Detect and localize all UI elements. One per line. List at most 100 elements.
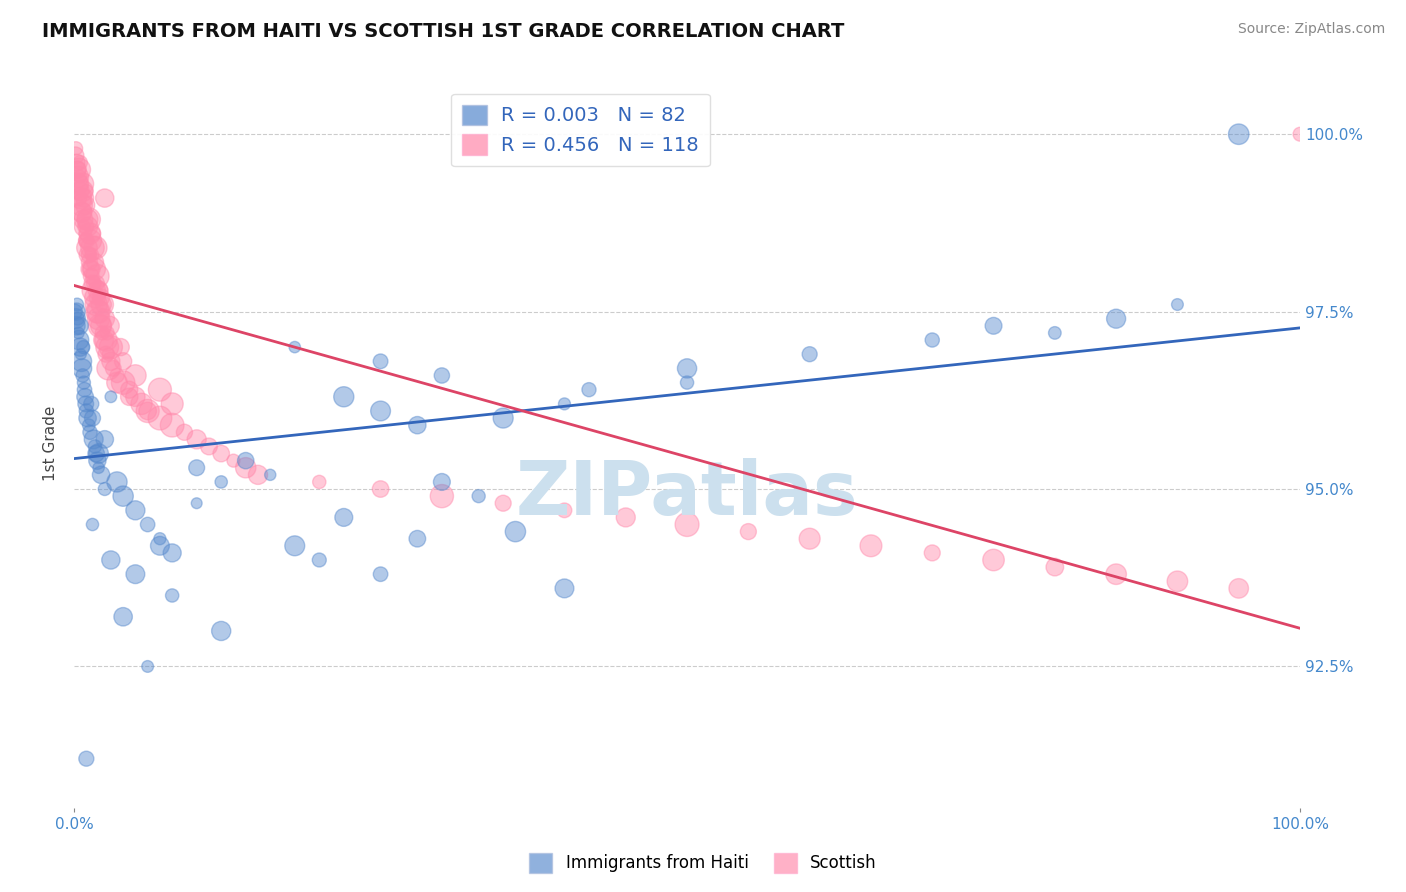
Point bbox=[75, 234, 97, 248]
Point bbox=[209, 624, 232, 638]
Point bbox=[333, 390, 356, 404]
Point bbox=[66, 297, 89, 311]
Point bbox=[84, 255, 107, 269]
Point bbox=[112, 354, 135, 368]
Point bbox=[70, 198, 93, 212]
Point bbox=[124, 503, 146, 517]
Point bbox=[1043, 560, 1066, 574]
Point bbox=[209, 446, 232, 460]
Point bbox=[79, 255, 101, 269]
Point bbox=[112, 609, 135, 624]
Point bbox=[136, 404, 159, 418]
Point bbox=[467, 489, 489, 503]
Point bbox=[89, 318, 111, 333]
Point bbox=[614, 510, 637, 524]
Point bbox=[859, 539, 882, 553]
Point bbox=[90, 318, 112, 333]
Point bbox=[75, 752, 97, 766]
Point bbox=[105, 368, 128, 383]
Point bbox=[75, 227, 97, 241]
Point bbox=[73, 191, 96, 205]
Point bbox=[160, 397, 183, 411]
Point bbox=[63, 304, 86, 318]
Point bbox=[1227, 127, 1250, 141]
Point bbox=[136, 404, 159, 418]
Point bbox=[676, 517, 699, 532]
Point bbox=[370, 482, 392, 496]
Point bbox=[84, 241, 107, 255]
Point bbox=[505, 524, 527, 539]
Point bbox=[110, 340, 132, 354]
Point bbox=[69, 169, 91, 184]
Point bbox=[90, 467, 112, 482]
Point bbox=[1105, 311, 1128, 326]
Point bbox=[84, 297, 107, 311]
Point bbox=[492, 496, 515, 510]
Point bbox=[136, 659, 159, 673]
Point bbox=[86, 277, 108, 291]
Point bbox=[578, 383, 600, 397]
Point bbox=[84, 290, 107, 304]
Point bbox=[173, 425, 195, 440]
Point bbox=[124, 368, 146, 383]
Point bbox=[70, 361, 93, 376]
Point bbox=[308, 553, 330, 567]
Point bbox=[83, 283, 105, 297]
Point bbox=[77, 219, 100, 234]
Point bbox=[93, 191, 115, 205]
Point bbox=[65, 155, 87, 169]
Point bbox=[69, 318, 91, 333]
Point bbox=[73, 219, 96, 234]
Point bbox=[1166, 297, 1188, 311]
Point bbox=[79, 425, 101, 440]
Point bbox=[100, 340, 122, 354]
Point bbox=[492, 411, 515, 425]
Point bbox=[799, 532, 821, 546]
Point bbox=[983, 553, 1005, 567]
Point bbox=[69, 347, 91, 361]
Point bbox=[921, 546, 943, 560]
Point bbox=[75, 234, 97, 248]
Point bbox=[799, 347, 821, 361]
Point bbox=[97, 361, 120, 376]
Point bbox=[222, 453, 245, 467]
Point bbox=[93, 311, 115, 326]
Point bbox=[76, 248, 98, 262]
Point bbox=[67, 177, 90, 191]
Point bbox=[96, 326, 118, 340]
Point bbox=[83, 262, 105, 277]
Point bbox=[1105, 567, 1128, 582]
Point bbox=[430, 475, 453, 489]
Point bbox=[72, 340, 94, 354]
Point bbox=[77, 212, 100, 227]
Point bbox=[93, 433, 115, 447]
Point bbox=[66, 311, 89, 326]
Point bbox=[76, 411, 98, 425]
Point bbox=[75, 404, 97, 418]
Point bbox=[112, 489, 135, 503]
Point bbox=[82, 411, 104, 425]
Point bbox=[87, 304, 110, 318]
Point bbox=[76, 241, 98, 255]
Point bbox=[430, 368, 453, 383]
Point bbox=[69, 184, 91, 198]
Point bbox=[100, 553, 122, 567]
Point bbox=[80, 248, 103, 262]
Point bbox=[77, 418, 100, 433]
Point bbox=[86, 453, 108, 467]
Point bbox=[333, 510, 356, 524]
Point bbox=[149, 539, 172, 553]
Point bbox=[79, 262, 101, 277]
Point bbox=[1227, 582, 1250, 596]
Point bbox=[93, 482, 115, 496]
Point bbox=[70, 354, 93, 368]
Point bbox=[737, 524, 759, 539]
Point bbox=[160, 418, 183, 433]
Point bbox=[284, 340, 307, 354]
Point bbox=[284, 539, 307, 553]
Point bbox=[1289, 127, 1312, 141]
Point bbox=[87, 311, 110, 326]
Point bbox=[553, 582, 575, 596]
Y-axis label: 1st Grade: 1st Grade bbox=[44, 405, 58, 481]
Point bbox=[66, 169, 89, 184]
